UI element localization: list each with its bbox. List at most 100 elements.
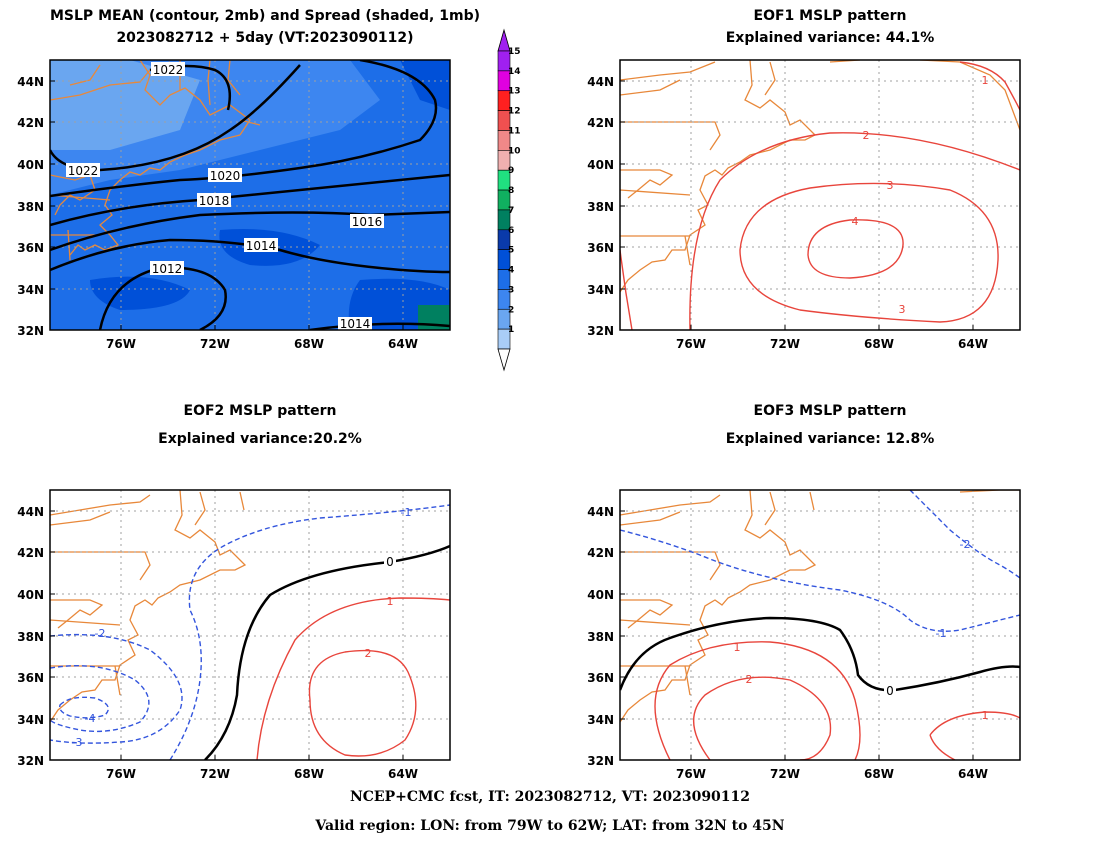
colorbar-label: 10: [508, 146, 521, 156]
lon-tick-label: 68W: [864, 767, 894, 781]
mean-label: 1016: [352, 215, 383, 229]
eof3-label: 0: [886, 684, 894, 698]
lat-tick-label: 42N: [587, 116, 614, 130]
eof1-label: 3: [887, 179, 894, 192]
panel1-title-line2: 2023082712 + 5day (VT:2023090112): [116, 30, 414, 46]
mean-label: 1020: [210, 169, 241, 183]
panel3-title-line1: EOF2 MSLP pattern: [183, 403, 337, 419]
mean-label: 1014: [340, 317, 371, 331]
colorbar-label: 5: [508, 246, 514, 256]
eof1-labels: 2 3 4 3 1: [852, 74, 989, 316]
footer-line1: NCEP+CMC fcst, IT: 2023082712, VT: 20230…: [349, 789, 751, 805]
colorbar-bottom-arrow: [497, 348, 511, 372]
lat-tick-label: 40N: [587, 588, 614, 602]
panel4-title-line2: Explained variance: 12.8%: [725, 431, 935, 447]
lat-tick-label: 36N: [587, 671, 614, 685]
panel3-title: EOF2 MSLP pattern Explained variance:20.…: [50, 403, 470, 447]
spread-shading: [50, 60, 450, 330]
eof3-zero-contour: [620, 616, 1020, 692]
panel1-frame: [49, 59, 451, 331]
mean-label: 1018: [199, 194, 230, 208]
mean-label: 1022: [153, 63, 184, 77]
lat-tick-label: 32N: [17, 754, 44, 768]
lon-tick-label: 76W: [676, 767, 706, 781]
eof2-negative-contours: [50, 504, 450, 760]
mean-label: 1012: [152, 262, 183, 276]
lat-tick-label: 38N: [17, 630, 44, 644]
colorbar-label: 3: [508, 285, 514, 295]
mean-label: 1014: [246, 239, 277, 253]
eof2-label: 0: [386, 555, 394, 569]
mean-spread-map: 1022 1022 1020 1018 1016 1014 1012 1014: [49, 59, 451, 331]
eof1-label: 2: [863, 129, 870, 142]
eof3-label: -2: [960, 538, 971, 551]
eof1-contours: [620, 61, 1020, 330]
colorbar-label: 9: [508, 166, 514, 176]
colorbar-label: 1: [508, 325, 514, 335]
eof2-label: -2: [95, 627, 106, 640]
colorbar-label: 2: [508, 305, 514, 315]
colorbar: 15 14 13 12 11 10 9 8 7 6 5 4 3 2 1: [497, 28, 521, 372]
colorbar-label: 14: [508, 67, 521, 77]
panel4-frame: [619, 489, 1021, 761]
lon-tick-label: 68W: [294, 767, 324, 781]
coastline: [620, 490, 1020, 723]
colorbar-label: 12: [508, 107, 521, 117]
lon-tick-label: 64W: [388, 337, 418, 351]
colorbar-label: 13: [508, 87, 521, 97]
panel3-frame: [49, 489, 451, 761]
grid: [50, 490, 450, 760]
lon-tick-label: 72W: [770, 767, 800, 781]
lat-tick-label: 42N: [17, 116, 44, 130]
lat-tick-label: 38N: [587, 630, 614, 644]
mean-contour-labels: 1022 1022 1020 1018 1016 1014 1012 1014: [66, 62, 384, 331]
panel2-frame: [619, 59, 1021, 331]
eof3-map: 0 1 2 -1 -2 1: [619, 489, 1021, 761]
lat-tick-label: 32N: [587, 754, 614, 768]
colorbar-label: 15: [508, 47, 521, 57]
lat-tick-label: 40N: [17, 158, 44, 172]
colorbar-boxes: [497, 50, 511, 350]
colorbar-label: 8: [508, 186, 514, 196]
panel4-title-line1: EOF3 MSLP pattern: [753, 403, 907, 419]
lon-tick-label: 64W: [958, 337, 988, 351]
panel2-title-line1: EOF1 MSLP pattern: [753, 8, 907, 24]
eof2-label: 2: [365, 647, 372, 660]
lon-tick-label: 64W: [388, 767, 418, 781]
eof1-map: 2 3 4 3 1: [619, 59, 1021, 331]
lat-tick-label: 38N: [17, 200, 44, 214]
eof3-negative-contours: [620, 490, 1020, 632]
eof3-label: 2: [746, 673, 753, 686]
lon-tick-label: 72W: [770, 337, 800, 351]
lat-tick-label: 44N: [587, 505, 614, 519]
lon-tick-label: 76W: [106, 337, 136, 351]
lat-tick-label: 36N: [587, 241, 614, 255]
eof3-label: -1: [936, 627, 947, 640]
eof2-label: -3: [72, 736, 83, 749]
lat-tick-label: 36N: [17, 241, 44, 255]
panel1-title-line1: MSLP MEAN (contour, 2mb) and Spread (sha…: [50, 8, 480, 24]
colorbar-label: 11: [508, 126, 521, 136]
panel1-title: MSLP MEAN (contour, 2mb) and Spread (sha…: [20, 8, 510, 46]
colorbar-label: 6: [508, 226, 514, 236]
lon-tick-label: 68W: [864, 337, 894, 351]
colorbar-label: 7: [508, 206, 514, 216]
lat-tick-label: 42N: [17, 546, 44, 560]
eof1-label: 4: [852, 215, 859, 228]
lat-tick-label: 32N: [17, 324, 44, 338]
eof3-label: 1: [982, 709, 989, 722]
eof2-label: -1: [401, 506, 412, 519]
eof2-labels: 0 1 2 -1 -2 -3 -4: [72, 506, 412, 749]
eof2-map: 0 1 2 -1 -2 -3 -4: [49, 489, 451, 761]
eof3-label: 1: [734, 641, 741, 654]
grid: [620, 60, 1020, 330]
lon-tick-label: 76W: [106, 767, 136, 781]
lat-tick-label: 32N: [587, 324, 614, 338]
panel2-title: EOF1 MSLP pattern Explained variance: 44…: [620, 8, 1040, 46]
colorbar-label: 4: [508, 266, 514, 276]
lat-tick-label: 44N: [17, 505, 44, 519]
lat-tick-label: 34N: [587, 713, 614, 727]
mean-label: 1022: [68, 164, 99, 178]
lat-tick-label: 34N: [17, 283, 44, 297]
